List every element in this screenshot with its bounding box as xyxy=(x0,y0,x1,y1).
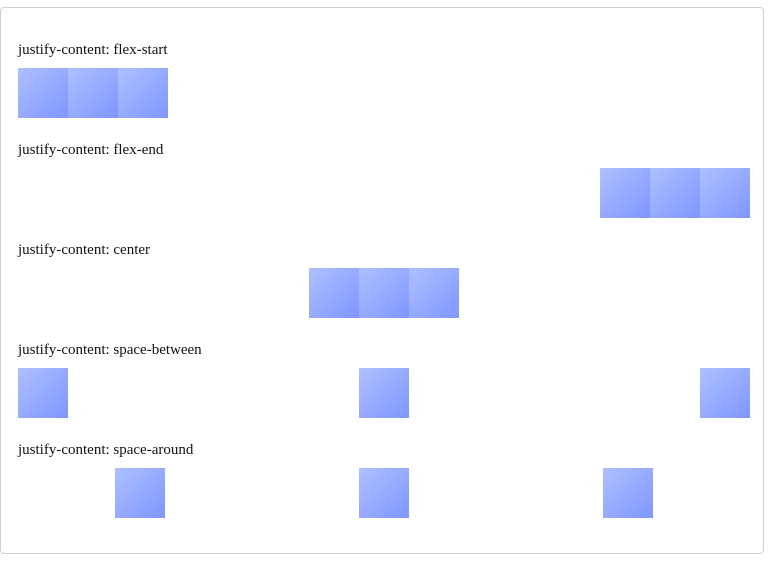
flex-item xyxy=(309,268,359,318)
flex-item xyxy=(359,368,409,418)
flex-item xyxy=(650,168,700,218)
flex-item xyxy=(603,468,653,518)
flex-item xyxy=(409,268,459,318)
section-label: justify-content: center xyxy=(18,242,151,258)
section-label: justify-content: flex-end xyxy=(18,142,164,158)
flex-item xyxy=(115,468,165,518)
flex-item xyxy=(118,68,168,118)
flex-item xyxy=(359,468,409,518)
flex-row xyxy=(18,368,750,418)
flex-item xyxy=(700,168,750,218)
demo-container: justify-content: flex-start justify-cont… xyxy=(0,7,764,554)
flex-row xyxy=(18,168,750,218)
section-label: justify-content: space-around xyxy=(18,442,194,458)
flex-item xyxy=(18,368,68,418)
flex-item xyxy=(600,168,650,218)
section-label: justify-content: flex-start xyxy=(18,42,168,58)
flex-row xyxy=(18,68,750,118)
flex-row xyxy=(18,268,750,318)
flex-row xyxy=(18,468,750,518)
flex-item xyxy=(359,268,409,318)
flex-item xyxy=(68,68,118,118)
section-label: justify-content: space-between xyxy=(18,342,202,358)
flex-item xyxy=(700,368,750,418)
flex-item xyxy=(18,68,68,118)
